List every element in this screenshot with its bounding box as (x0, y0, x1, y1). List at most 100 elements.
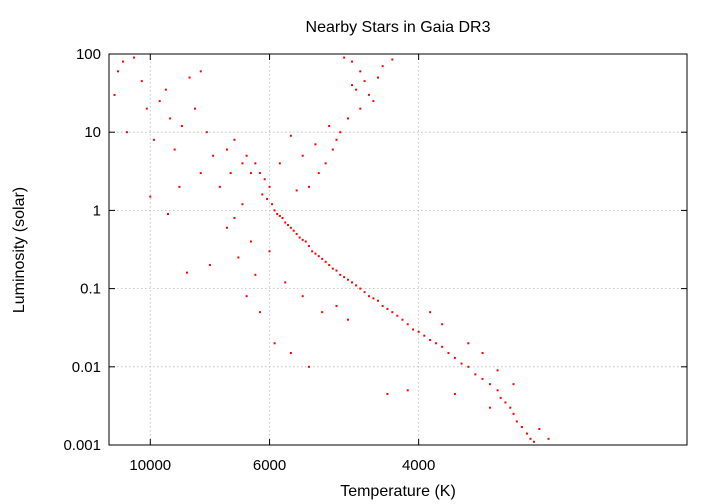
data-point-0-35 (261, 193, 264, 196)
data-point-0-98 (245, 295, 248, 298)
data-point-0-108 (359, 70, 362, 73)
data-point-0-37 (271, 203, 274, 206)
data-point-0-82 (453, 356, 456, 359)
data-point-0-20 (185, 271, 188, 274)
data-point-0-6 (145, 107, 148, 110)
data-point-0-146 (481, 352, 484, 355)
data-point-0-112 (372, 100, 375, 103)
data-point-0-117 (331, 148, 334, 151)
data-point-0-128 (278, 162, 281, 165)
data-point-0-26 (241, 162, 244, 165)
data-point-0-29 (245, 154, 248, 157)
data-point-0-66 (367, 295, 370, 298)
data-point-0-142 (347, 318, 350, 321)
data-point-0-118 (324, 162, 327, 165)
data-point-0-121 (381, 65, 384, 68)
data-point-0-132 (233, 216, 236, 219)
data-point-0-93 (515, 420, 518, 423)
y-tick-label-1: 10 (84, 124, 101, 141)
data-point-0-73 (401, 318, 404, 321)
x-axis-ticks: 10000 6000 4000 (129, 54, 435, 474)
data-point-0-63 (355, 284, 358, 287)
data-point-0-3 (140, 80, 143, 83)
data-point-0-109 (363, 80, 366, 83)
data-point-0-140 (321, 311, 324, 314)
data-point-0-52 (314, 252, 317, 255)
data-point-0-33 (263, 178, 266, 181)
data-point-0-80 (441, 345, 444, 348)
data-point-0-45 (292, 229, 295, 232)
data-point-0-40 (278, 214, 281, 217)
data-point-0-23 (208, 264, 211, 267)
data-point-0-91 (509, 406, 512, 409)
data-point-0-125 (314, 143, 317, 146)
data-point-0-102 (307, 365, 310, 368)
data-point-0-92 (512, 412, 515, 415)
data-point-0-87 (488, 383, 491, 386)
data-point-0-55 (324, 260, 327, 263)
data-point-0-24 (225, 148, 228, 151)
data-point-0-85 (474, 373, 477, 376)
data-point-0-13 (188, 76, 191, 79)
data-point-0-134 (249, 240, 252, 243)
data-point-0-150 (538, 428, 541, 431)
data-point-0-86 (481, 377, 484, 380)
x-axis-label: Temperature (K) (340, 483, 456, 500)
data-point-0-94 (520, 425, 523, 428)
data-point-0-143 (429, 311, 432, 314)
data-point-0-15 (194, 107, 197, 110)
data-point-0-136 (254, 273, 257, 276)
data-point-0-61 (347, 278, 350, 281)
data-point-0-19 (178, 185, 181, 188)
data-point-0-44 (289, 226, 292, 229)
plot-area-frame (108, 53, 688, 446)
data-point-0-103 (386, 392, 389, 395)
data-point-0-69 (381, 304, 384, 307)
grid-lines (109, 53, 687, 446)
data-point-0-90 (504, 401, 507, 404)
data-point-0-5 (125, 131, 128, 134)
y-tick-label-4: 0.01 (72, 359, 101, 376)
data-point-0-27 (229, 172, 232, 175)
data-point-0-95 (525, 432, 528, 435)
data-point-0-79 (435, 342, 438, 345)
y-axis-label: Luminosity (solar) (11, 187, 28, 313)
data-point-0-75 (412, 328, 415, 331)
data-point-0-14 (199, 70, 202, 73)
data-point-0-39 (276, 212, 279, 215)
data-point-0-120 (376, 76, 379, 79)
data-point-0-57 (331, 267, 334, 270)
x-tick-label-1: 6000 (253, 457, 286, 474)
data-point-0-119 (317, 172, 320, 175)
data-point-0-64 (359, 287, 362, 290)
data-point-0-105 (453, 392, 456, 395)
data-point-0-74 (406, 323, 409, 326)
data-point-0-89 (499, 396, 502, 399)
data-point-0-21 (166, 212, 169, 215)
y-tick-label-0: 100 (76, 46, 101, 63)
data-point-0-135 (237, 256, 240, 259)
data-point-0-129 (307, 185, 310, 188)
data-point-0-9 (152, 138, 155, 141)
data-point-0-50 (307, 245, 310, 248)
data-point-0-151 (547, 437, 550, 440)
data-point-0-25 (233, 138, 236, 141)
data-point-0-88 (496, 389, 499, 392)
data-point-0-138 (284, 281, 287, 284)
data-point-0-17 (212, 154, 215, 157)
data-point-0-0 (117, 70, 120, 73)
data-point-0-127 (289, 134, 292, 137)
data-point-0-145 (467, 342, 470, 345)
data-point-0-59 (339, 273, 342, 276)
data-point-0-144 (441, 323, 444, 326)
data-point-0-96 (529, 437, 532, 440)
x-tick-label-0: 10000 (129, 457, 171, 474)
data-point-0-99 (258, 311, 261, 314)
data-point-0-30 (249, 172, 252, 175)
data-point-0-28 (218, 185, 221, 188)
data-point-0-83 (460, 362, 463, 365)
data-point-0-147 (496, 369, 499, 372)
data-point-0-10 (173, 148, 176, 151)
data-point-0-84 (467, 365, 470, 368)
data-point-0-51 (311, 250, 314, 253)
